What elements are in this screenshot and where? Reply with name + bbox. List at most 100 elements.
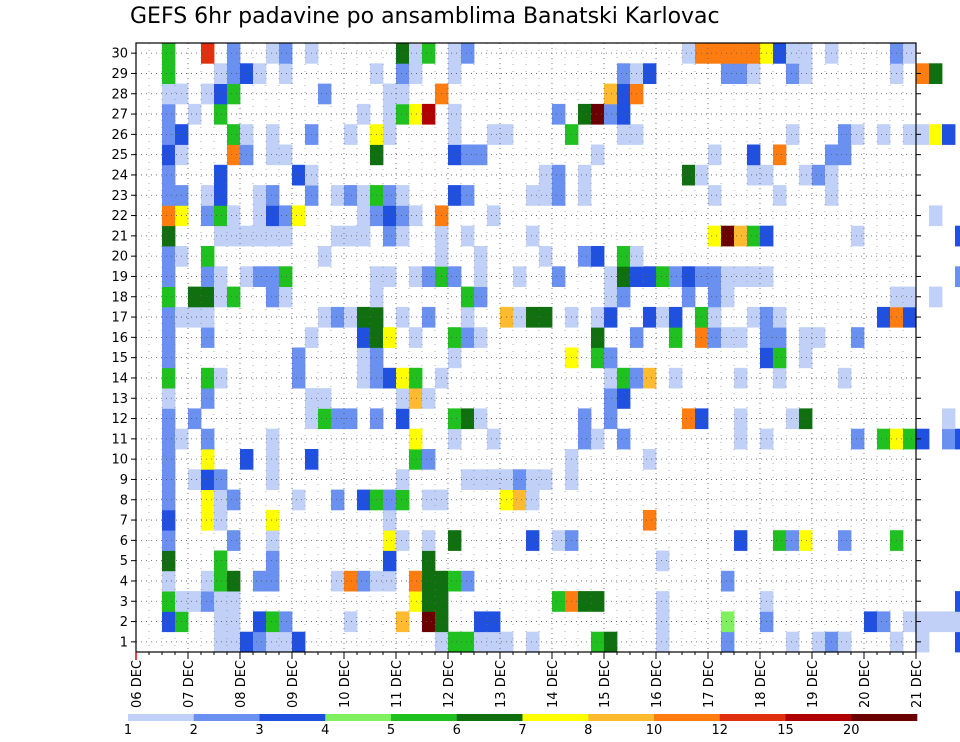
- heatmap-cell: [747, 266, 761, 287]
- heatmap-cell: [266, 550, 280, 572]
- legend-swatch: [522, 714, 589, 721]
- heatmap-cell: [396, 367, 410, 389]
- heatmap-cell: [279, 286, 293, 308]
- y-tick-label: 9: [120, 473, 128, 488]
- heatmap-cell: [396, 103, 410, 125]
- heatmap-cell: [318, 83, 332, 105]
- heatmap-cell: [409, 388, 423, 409]
- y-tick-label: 22: [111, 209, 128, 224]
- heatmap-cell: [799, 63, 813, 84]
- heatmap-cell: [786, 63, 800, 84]
- heatmap-cell: [279, 266, 293, 287]
- heatmap-cell: [162, 469, 176, 490]
- y-tick-label: 7: [120, 514, 128, 529]
- heatmap-cell: [578, 246, 592, 267]
- heatmap-cell: [201, 489, 215, 511]
- heatmap-cell: [942, 408, 956, 430]
- heatmap-cell: [201, 327, 215, 348]
- heatmap-cell: [747, 306, 761, 328]
- heatmap-cell: [682, 286, 696, 308]
- heatmap-cell: [357, 225, 371, 247]
- heatmap-cell: [279, 43, 293, 64]
- heatmap-cell: [487, 428, 501, 450]
- heatmap-cell: [617, 246, 631, 267]
- y-tick-label: 28: [111, 87, 128, 102]
- heatmap-cell: [201, 469, 215, 490]
- heatmap-cell: [461, 408, 475, 430]
- heatmap-cell: [383, 509, 397, 531]
- heatmap-cell: [903, 124, 917, 145]
- heatmap-cell: [734, 428, 748, 450]
- heatmap-cell: [669, 367, 683, 389]
- heatmap-cell: [266, 124, 280, 145]
- heatmap-cell: [708, 286, 722, 308]
- heatmap-cell: [864, 611, 878, 633]
- legend-label: 1: [124, 723, 132, 738]
- y-tick-label: 3: [120, 595, 128, 610]
- y-tick-label: 13: [111, 392, 128, 407]
- heatmap-cell: [396, 225, 410, 247]
- heatmap-cell: [643, 306, 657, 328]
- heatmap-cell: [786, 530, 800, 551]
- heatmap-cell: [604, 286, 618, 308]
- heatmap-cell: [552, 164, 566, 186]
- legend-label: 5: [387, 723, 395, 738]
- heatmap-cell: [617, 428, 631, 450]
- y-tick-label: 19: [111, 270, 128, 285]
- heatmap-cell: [721, 63, 735, 84]
- heatmap-cell: [214, 509, 228, 531]
- heatmap-cell: [422, 449, 436, 470]
- heatmap-cell: [539, 164, 553, 186]
- heatmap-cell: [734, 408, 748, 430]
- heatmap-cell: [461, 286, 475, 308]
- heatmap-cell: [214, 205, 228, 227]
- heatmap-cell: [344, 124, 358, 145]
- heatmap-cell: [734, 266, 748, 287]
- heatmap-cell: [279, 631, 293, 653]
- heatmap-cell: [201, 449, 215, 470]
- heatmap-cell: [292, 367, 306, 389]
- heatmap-cell: [578, 103, 592, 125]
- heatmap-cell: [812, 631, 826, 653]
- heatmap-cell: [253, 205, 267, 227]
- heatmap-cell: [734, 225, 748, 247]
- y-tick-label: 24: [111, 168, 128, 183]
- heatmap-cell: [266, 205, 280, 227]
- heatmap-cell: [448, 124, 462, 145]
- heatmap-cell: [448, 63, 462, 84]
- heatmap-cell: [461, 306, 475, 328]
- x-tick-label: 19 DEC: [806, 660, 821, 708]
- heatmap-cell: [344, 185, 358, 206]
- heatmap-cell: [955, 428, 960, 450]
- heatmap-cell: [552, 266, 566, 287]
- heatmap-cell: [552, 591, 566, 612]
- heatmap-cell: [474, 327, 488, 348]
- heatmap-cell: [474, 144, 488, 166]
- heatmap-cell: [292, 631, 306, 653]
- heatmap-cell: [903, 611, 917, 633]
- heatmap-cell: [929, 63, 943, 84]
- heatmap-cell: [617, 63, 631, 84]
- heatmap-cell: [786, 43, 800, 64]
- heatmap-cell: [188, 591, 202, 612]
- heatmap-cell: [448, 347, 462, 369]
- heatmap-cell: [539, 469, 553, 490]
- heatmap-cell: [513, 489, 527, 511]
- heatmap-cell: [214, 225, 228, 247]
- heatmap-cell: [331, 185, 345, 206]
- heatmap-cell: [162, 611, 176, 633]
- heatmap-cell: [916, 611, 930, 633]
- heatmap-cell: [838, 530, 852, 551]
- heatmap-cell: [396, 185, 410, 206]
- legend-label: 20: [843, 723, 860, 738]
- heatmap-cell: [383, 489, 397, 511]
- heatmap-cell: [604, 266, 618, 287]
- heatmap-cell: [448, 43, 462, 64]
- heatmap-cell: [227, 631, 241, 653]
- heatmap-cell: [526, 306, 540, 328]
- legend-swatch: [128, 714, 195, 721]
- heatmap-cell: [266, 509, 280, 531]
- heatmap-cell: [448, 631, 462, 653]
- heatmap-cell: [253, 570, 267, 592]
- legend-label: 3: [255, 723, 263, 738]
